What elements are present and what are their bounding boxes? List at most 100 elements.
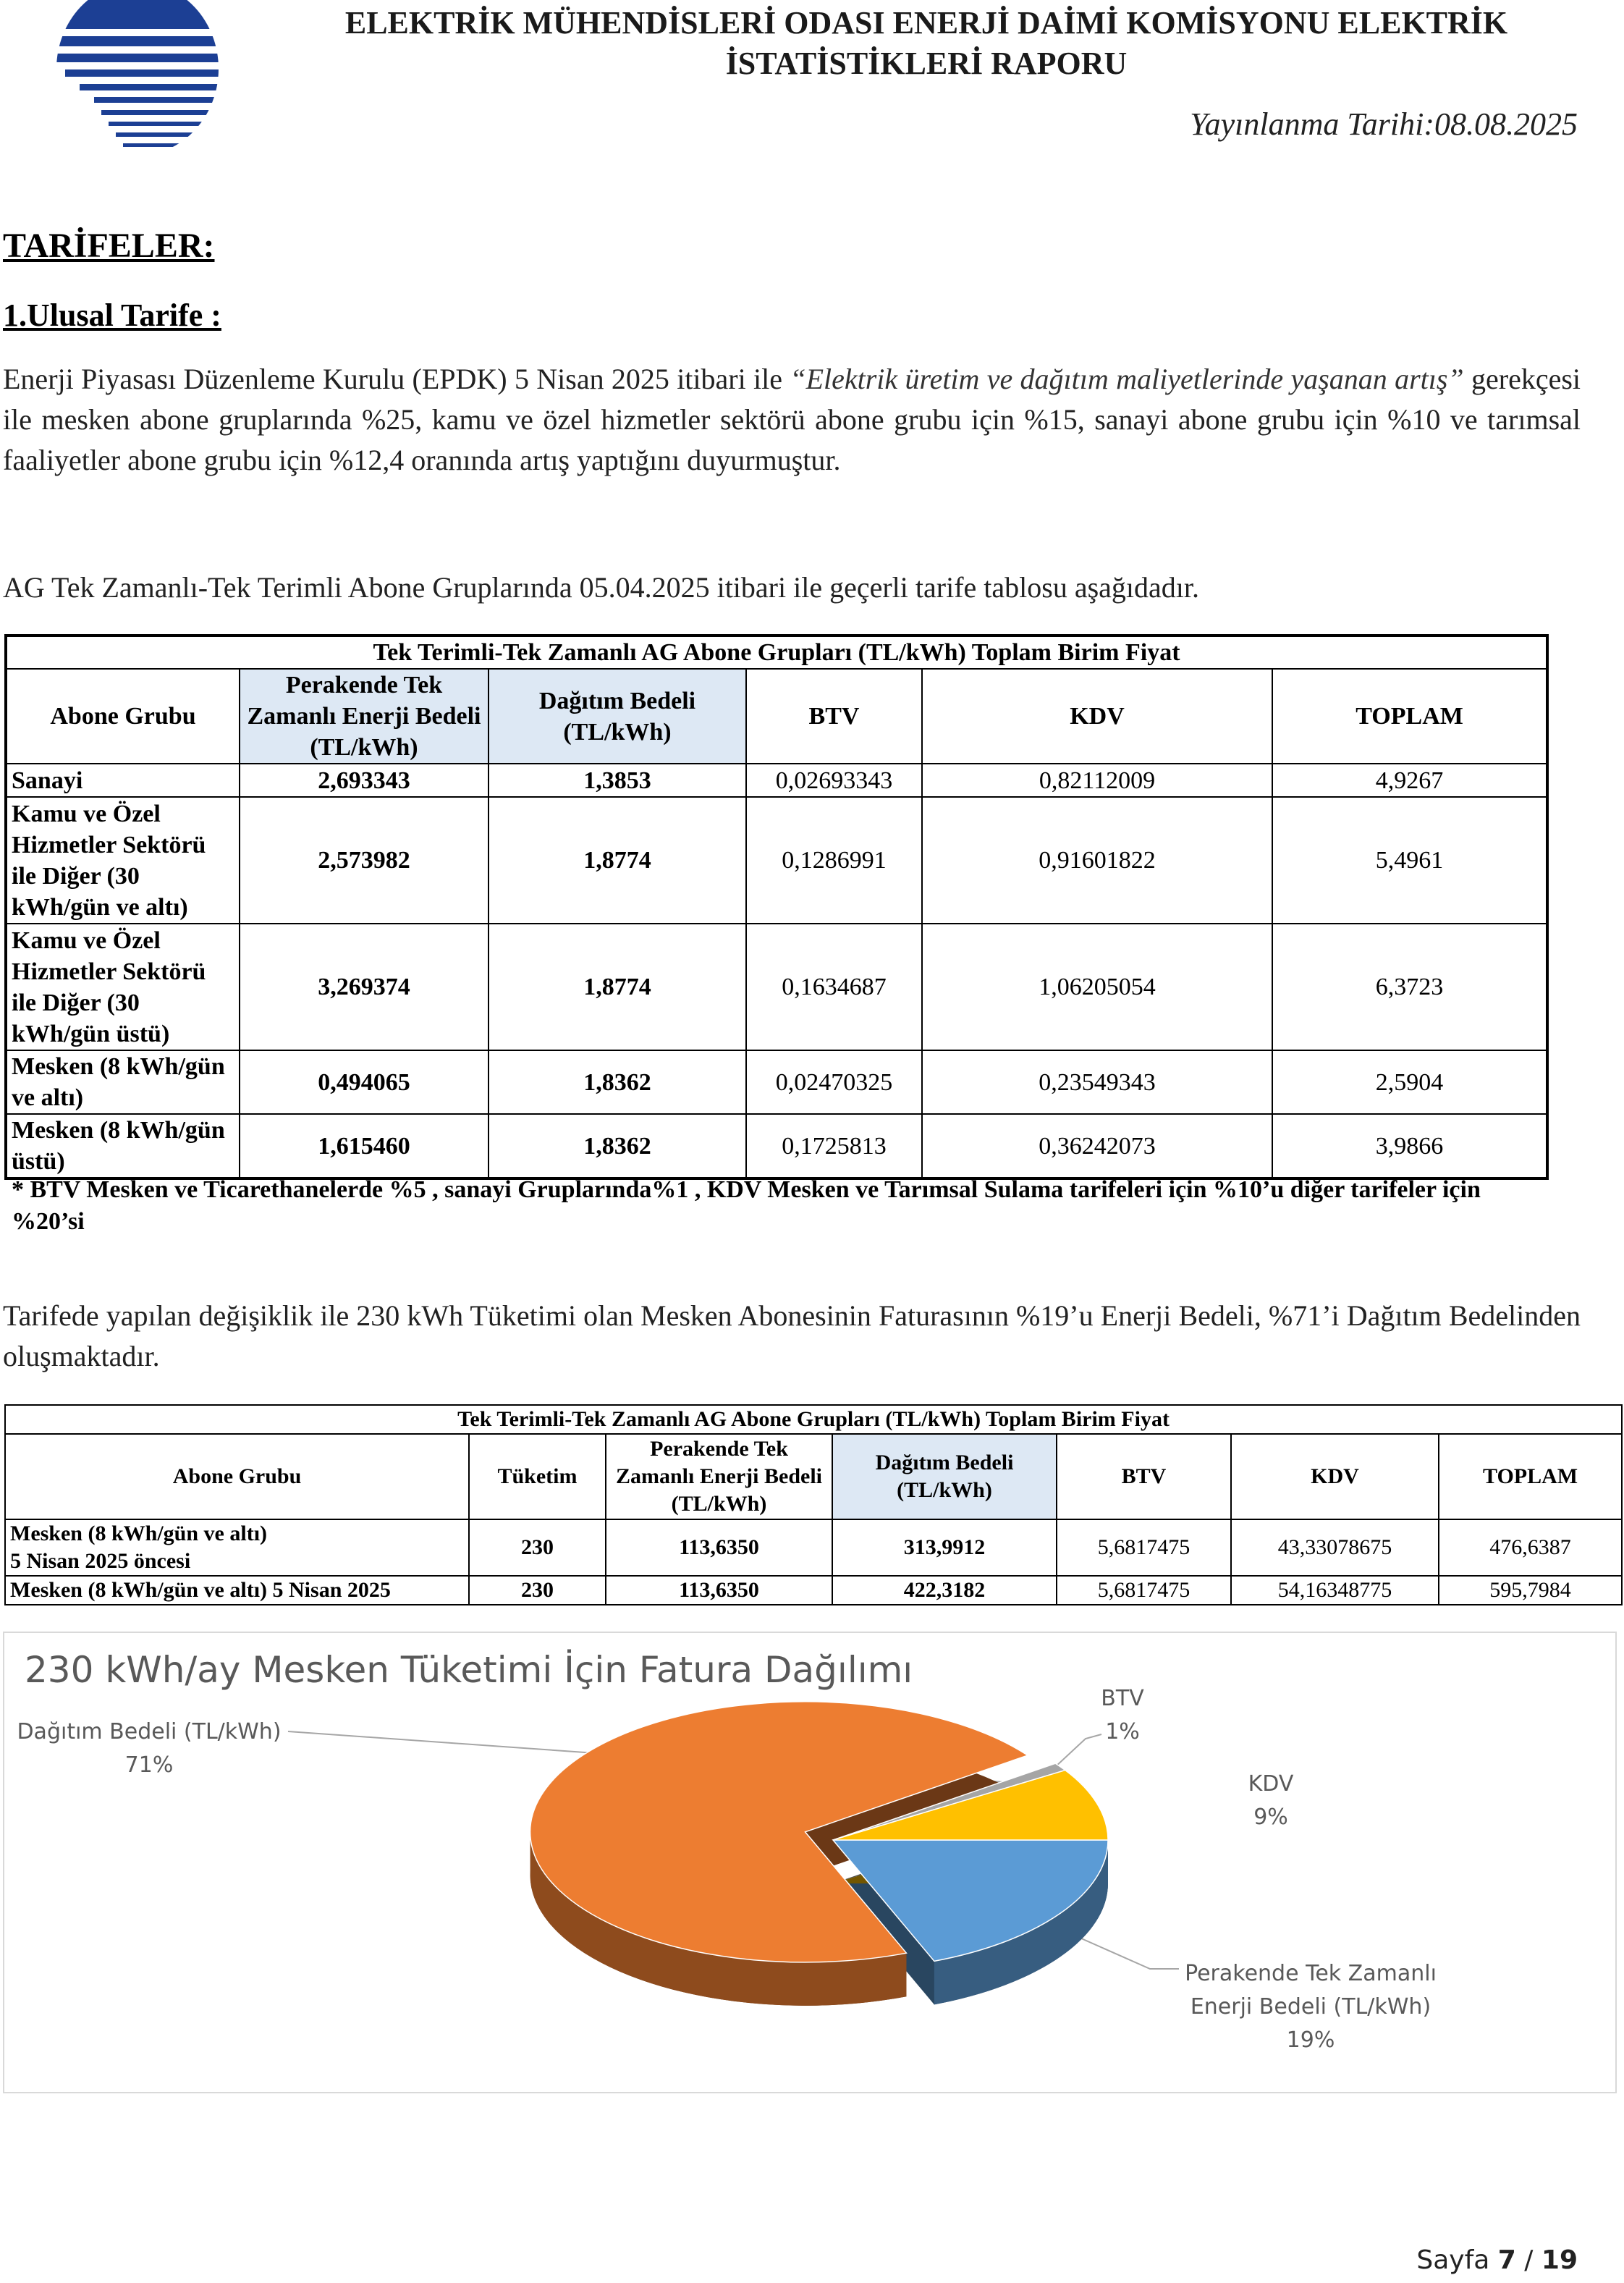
table-cell: Mesken (8 kWh/gün üstü) (5, 1113, 240, 1179)
table-cell: Mesken (8 kWh/gün ve altı) 5 Nisan 2025 (4, 1575, 470, 1605)
column-header: Dağıtım Bedeli (TL/kWh) (488, 668, 747, 764)
column-header: Abone Grubu (4, 1433, 470, 1520)
table-cell: 1,8362 (488, 1113, 747, 1179)
column-header: Dağıtım Bedeli (TL/kWh) (832, 1433, 1057, 1520)
pie-label: Perakende Tek Zamanlı Enerji Bedeli (TL/… (1166, 1957, 1455, 2057)
column-header: TOPLAM (1271, 668, 1549, 764)
value-label: 19% (1286, 2027, 1335, 2053)
table-title: Tek Terimli-Tek Zamanlı AG Abone Gruplar… (4, 635, 1549, 670)
table-cell: 5,4961 (1271, 796, 1549, 924)
leader-line (1054, 1926, 1179, 1970)
table-cell: 5,6817475 (1056, 1519, 1232, 1577)
data-row: Sanayi 2,693343 1,3853 0,02693343 0,82112009… (5, 763, 1549, 798)
paragraph: Tarifede yapılan değişiklik ile 230 kWh … (3, 1299, 1581, 1372)
bill-table: Tek Terimli-Tek Zamanlı AG Abone Gruplar… (4, 1404, 1623, 1605)
column-header: Tüketim (468, 1433, 606, 1520)
title-row: Tek Terimli-Tek Zamanlı AG Abone Gruplar… (4, 1404, 1623, 1435)
table-cell: 1,8774 (488, 796, 747, 924)
column-header: KDV (921, 668, 1273, 764)
title-line: ELEKTRİK MÜHENDİSLERİ ODASI ENERJİ DAİMİ… (344, 5, 1508, 41)
pie-label: BTV 1% (1050, 1682, 1195, 1749)
text: gerekçesi ile mesken abone gruplarında %… (3, 363, 1581, 476)
table-cell: 0,23549343 (921, 1050, 1273, 1115)
column-header: TOPLAM (1437, 1433, 1623, 1520)
table-cell: 6,3723 (1271, 923, 1549, 1051)
table-cell: 2,573982 (239, 796, 489, 924)
table-cell: 0,1286991 (745, 796, 923, 924)
column-header: Perakende Tek Zamanlı Enerji Bedeli (TL/… (239, 668, 489, 764)
table-cell: 54,16348775 (1230, 1575, 1439, 1605)
table-cell: 230 (468, 1519, 606, 1577)
slice (832, 1769, 1109, 1841)
page-number: Sayfa 7 / 19 (1416, 2245, 1578, 2275)
chart-title: 230 kWh/ay Mesken Tüketimi İçin Fatura D… (25, 1649, 913, 1691)
category-label: KDV (1248, 1771, 1294, 1797)
subheading: 1.Ulusal Tarife : (3, 297, 221, 333)
column-header: KDV (1230, 1433, 1439, 1520)
table-cell: 0,494065 (239, 1050, 489, 1115)
table-cell: 230 (468, 1575, 606, 1605)
value-label: 71% (124, 1752, 174, 1778)
table-cell: 1,06205054 (921, 923, 1273, 1051)
data-row: Mesken (8 kWh/gün ve altı) 5 Nisan 2025 2… (4, 1575, 1623, 1605)
table-cell: Sanayi (5, 763, 240, 798)
category-label: Perakende Tek Zamanlı Enerji Bedeli (TL/… (1185, 1961, 1437, 2020)
page-current: 7 (1497, 2245, 1516, 2275)
table-cell: 0,82112009 (921, 763, 1273, 798)
value-label: 9% (1253, 1805, 1288, 1830)
data-row: Kamu ve Özel Hizmetler Sektörü ile Diğer… (5, 923, 1549, 1051)
table-cell: Mesken (8 kWh/gün ve altı) (5, 1050, 240, 1115)
category-label: Dağıtım Bedeli (TL/kWh) (17, 1719, 282, 1744)
table-cell: 113,6350 (605, 1575, 833, 1605)
chart: 230 kWh/ay Mesken Tüketimi İçin Fatura D… (3, 1632, 1617, 2093)
slice (832, 1839, 1109, 1962)
data-row: Mesken (8 kWh/gün üstü) 1,615460 1,8362 0,1… (5, 1113, 1549, 1179)
text: Enerji Piyasası Düzenleme Kurulu (EPDK) … (3, 363, 783, 395)
table-cell: 0,02693343 (745, 763, 923, 798)
title-row: Tek Terimli-Tek Zamanlı AG Abone Gruplar… (4, 635, 1549, 670)
table-cell: 1,3853 (488, 763, 747, 798)
column-header: Perakende Tek Zamanlı Enerji Bedeli (TL/… (605, 1433, 833, 1520)
table-cell: 422,3182 (832, 1575, 1057, 1605)
table-cell: 0,1634687 (745, 923, 923, 1051)
table-cell: Kamu ve Özel Hizmetler Sektörü ile Diğer… (5, 923, 240, 1051)
table-cell: 3,269374 (239, 923, 489, 1051)
pie-plot (287, 1701, 1179, 2006)
table-cell: 0,02470325 (745, 1050, 923, 1115)
footnote: * BTV Mesken ve Ticarethanelerde %5 , sa… (12, 1176, 1481, 1235)
table-cell: 0,36242073 (921, 1113, 1273, 1179)
paragraph: AG Tek Zamanlı-Tek Terimli Abone Gruplar… (3, 571, 1199, 604)
logo (56, 0, 219, 147)
table-cell: 476,6387 (1437, 1519, 1623, 1577)
heading: TARİFELER: (3, 227, 215, 265)
data-row: Mesken (8 kWh/gün ve altı) 0,494065 1,8362… (5, 1050, 1549, 1115)
table-cell: 1,8362 (488, 1050, 747, 1115)
table-cell: 1,615460 (239, 1113, 489, 1179)
table-cell: 4,9267 (1271, 763, 1549, 798)
table-cell: Mesken (8 kWh/gün ve altı) 5 Nisan 2025 ö… (4, 1519, 470, 1577)
tariff-table: Tek Terimli-Tek Zamanlı AG Abone Gruplar… (4, 634, 1549, 1180)
table-cell: 3,9866 (1271, 1113, 1549, 1179)
cell-line: Mesken (8 kWh/gün ve altı) (10, 1522, 268, 1545)
report-title: ELEKTRİK MÜHENDİSLERİ ODASI ENERJİ DAİMİ… (217, 3, 1624, 84)
publish-date: Yayınlanma Tarihi:08.08.2025 (1190, 106, 1578, 142)
slice-side (934, 1840, 1108, 2005)
page-separator: / (1524, 2245, 1534, 2275)
cell-line: 5 Nisan 2025 öncesi (10, 1549, 191, 1573)
data-row: Kamu ve Özel Hizmetler Sektörü ile Diğer… (5, 796, 1549, 924)
column-header: BTV (1056, 1433, 1232, 1520)
column-header: BTV (745, 668, 923, 764)
pie-label: Dağıtım Bedeli (TL/kWh) 71% (0, 1716, 366, 1782)
table-cell: 5,6817475 (1056, 1575, 1232, 1605)
table-cell: 0,1725813 (745, 1113, 923, 1179)
table-cell: 1,8774 (488, 923, 747, 1051)
slice (529, 1701, 1029, 1963)
header-row: Abone Grubu Tüketim Perakende Tek Zamanlı … (4, 1433, 1623, 1520)
page-total: 19 (1541, 2245, 1578, 2275)
table-cell: 313,9912 (832, 1519, 1057, 1577)
title-line: İSTATİSTİKLERİ RAPORU (725, 46, 1128, 81)
pie-label: KDV 9% (1198, 1768, 1343, 1834)
page-label: Sayfa (1416, 2245, 1490, 2275)
quote: “Elektrik üretim ve dağıtım maliyetlerin… (790, 363, 1464, 395)
